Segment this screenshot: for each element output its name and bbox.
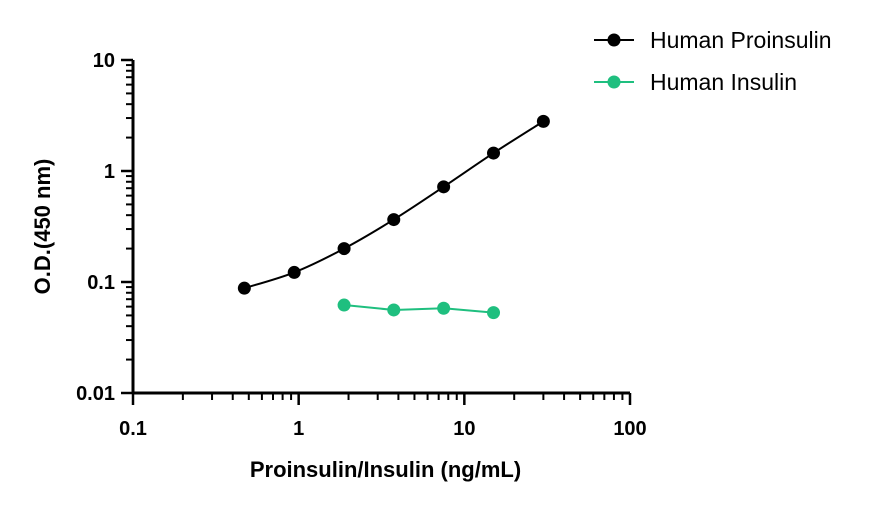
data-point [536,114,550,128]
y-tick-label: 0.1 [87,272,115,294]
data-point [487,146,501,160]
legend-label: Human Insulin [650,69,797,95]
series-2 [337,298,501,320]
data-point [337,242,351,256]
data-point [387,213,401,227]
legend-marker [607,75,621,89]
x-axis-title: Proinsulin/Insulin (ng/mL) [250,457,521,482]
data-point [287,265,301,279]
data-point [437,180,451,194]
data-point [237,281,251,295]
y-ticks: 0.01 0.1 1 10 [76,50,133,405]
y-tick-label: 0.01 [76,383,115,405]
x-tick-label: 0.1 [119,418,147,440]
legend-label: Human Proinsulin [650,27,832,53]
data-point [337,298,351,312]
legend: Human Proinsulin Human Insulin [594,27,832,95]
y-axis-title: O.D.(450 nm) [30,159,55,295]
x-tick-label: 1 [293,418,304,440]
data-point [487,306,501,320]
y-tick-label: 10 [93,50,115,72]
data-point [387,303,401,317]
series-1 [237,114,550,295]
legend-item: Human Insulin [594,69,797,95]
legend-item: Human Proinsulin [594,27,832,53]
series-line [244,120,544,290]
legend-marker [607,33,621,47]
y-tick-label: 1 [104,161,115,183]
data-point [437,301,451,315]
series-line [343,304,494,314]
x-tick-label: 10 [453,418,475,440]
x-tick-label: 100 [613,418,646,440]
x-ticks: 0.1 1 10 100 [119,393,647,440]
series-layer [237,114,550,320]
